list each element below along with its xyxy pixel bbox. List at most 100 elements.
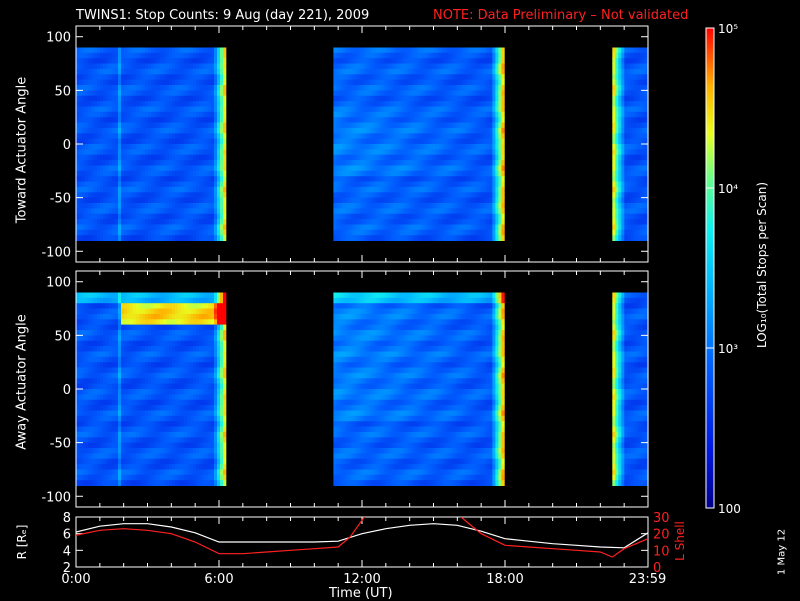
- heat-cell: [133, 192, 136, 198]
- heat-cell: [444, 160, 447, 166]
- heat-cell: [483, 128, 486, 134]
- heat-cell: [166, 230, 169, 236]
- heat-cell: [498, 235, 501, 241]
- heat-cell: [172, 64, 175, 70]
- heat-cell: [366, 203, 369, 209]
- heat-cell: [501, 85, 504, 91]
- heat-cell: [106, 96, 109, 102]
- heat-cell: [103, 325, 106, 331]
- heat-cell: [145, 80, 148, 86]
- heat-cell: [456, 149, 459, 155]
- heat-cell: [627, 139, 630, 145]
- heat-cell: [465, 123, 468, 129]
- heat-cell: [130, 214, 133, 220]
- heat-cell: [342, 144, 345, 150]
- heat-cell: [360, 112, 363, 118]
- heat-cell: [220, 74, 223, 80]
- heat-cell: [633, 171, 636, 177]
- heat-cell: [109, 139, 112, 145]
- heat-cell: [172, 155, 175, 161]
- heat-cell: [636, 101, 639, 107]
- heat-cell: [103, 400, 106, 406]
- heat-cell: [447, 123, 450, 129]
- heat-cell: [399, 166, 402, 172]
- heat-cell: [423, 80, 426, 86]
- heat-cell: [423, 225, 426, 231]
- heat-cell: [450, 123, 453, 129]
- heat-cell: [621, 58, 624, 64]
- heat-cell: [411, 80, 414, 86]
- heat-cell: [456, 198, 459, 204]
- heat-cell: [390, 235, 393, 241]
- heat-cell: [345, 203, 348, 209]
- heat-cell: [633, 176, 636, 182]
- heat-cell: [97, 128, 100, 134]
- heat-cell: [121, 314, 124, 320]
- heat-cell: [420, 219, 423, 225]
- heat-cell: [393, 198, 396, 204]
- heat-cell: [121, 325, 124, 331]
- heat-cell: [480, 149, 483, 155]
- heat-cell: [498, 112, 501, 118]
- heat-cell: [196, 230, 199, 236]
- heat-cell: [106, 219, 109, 225]
- heat-cell: [91, 112, 94, 118]
- heat-cell: [154, 90, 157, 96]
- heat-cell: [184, 166, 187, 172]
- heat-cell: [223, 182, 226, 188]
- heat-cell: [501, 187, 504, 193]
- heat-cell: [208, 58, 211, 64]
- heat-cell: [103, 480, 106, 486]
- heat-cell: [636, 74, 639, 80]
- heat-cell: [103, 341, 106, 347]
- heat-cell: [354, 101, 357, 107]
- heat-cell: [94, 448, 97, 454]
- heat-cell: [405, 230, 408, 236]
- heat-cell: [85, 192, 88, 198]
- heat-cell: [115, 373, 118, 379]
- heat-cell: [405, 203, 408, 209]
- heat-cell: [360, 139, 363, 145]
- heat-cell: [639, 90, 642, 96]
- heat-cell: [181, 64, 184, 70]
- heat-cell: [483, 235, 486, 241]
- heat-cell: [450, 128, 453, 134]
- heat-cell: [498, 133, 501, 139]
- heat-cell: [402, 160, 405, 166]
- heat-cell: [127, 117, 130, 123]
- heat-cell: [612, 219, 615, 225]
- heat-cell: [142, 133, 145, 139]
- heat-cell: [85, 112, 88, 118]
- heat-cell: [208, 69, 211, 75]
- heat-cell: [369, 80, 372, 86]
- heat-cell: [345, 176, 348, 182]
- heat-cell: [468, 74, 471, 80]
- heat-cell: [408, 192, 411, 198]
- heat-cell: [127, 416, 130, 422]
- heat-cell: [187, 225, 190, 231]
- heat-cell: [444, 80, 447, 86]
- heat-cell: [336, 74, 339, 80]
- heat-cell: [91, 319, 94, 325]
- heat-cell: [211, 53, 214, 59]
- heat-cell: [408, 48, 411, 54]
- heat-cell: [621, 53, 624, 59]
- heat-cell: [393, 160, 396, 166]
- heat-cell: [151, 171, 154, 177]
- heat-cell: [384, 203, 387, 209]
- heat-cell: [483, 208, 486, 214]
- heat-cell: [211, 64, 214, 70]
- heat-cell: [408, 64, 411, 70]
- heat-cell: [462, 155, 465, 161]
- heat-cell: [82, 405, 85, 411]
- heat-cell: [345, 182, 348, 188]
- heat-cell: [636, 176, 639, 182]
- heat-cell: [636, 230, 639, 236]
- heat-cell: [136, 133, 139, 139]
- heat-cell: [465, 80, 468, 86]
- heat-cell: [100, 325, 103, 331]
- heat-cell: [169, 133, 172, 139]
- heat-cell: [342, 166, 345, 172]
- heat-cell: [639, 123, 642, 129]
- heat-cell: [627, 85, 630, 91]
